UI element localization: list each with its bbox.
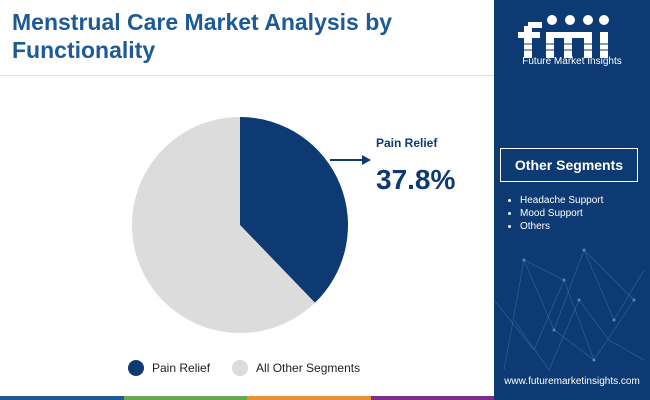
- other-segments-title: Other Segments: [500, 148, 638, 182]
- bottom-bar-segment: [247, 396, 371, 400]
- right-info-panel: Future Market Insights Other Segments He…: [494, 0, 650, 400]
- legend-label-pain-relief: Pain Relief: [152, 361, 211, 375]
- pie-slice-pain-relief: [240, 117, 348, 303]
- brand-name: Future Market Insights: [522, 56, 622, 67]
- fmi-logo-icon: [518, 15, 612, 58]
- website-url: www.futuremarketinsights.com: [504, 376, 640, 387]
- bottom-color-bar: [0, 396, 494, 400]
- network-pattern-icon: [494, 248, 645, 371]
- legend-label-other-segments: All Other Segments: [256, 361, 361, 375]
- chart-title: Menstrual Care Market Analysis by Functi…: [12, 9, 393, 63]
- bottom-bar-segment: [370, 396, 494, 400]
- chart-legend: Pain Relief All Other Segments: [128, 358, 382, 378]
- callout-value: 37.8%: [376, 164, 456, 195]
- bottom-bar-segment: [123, 396, 247, 400]
- list-item: Mood Support: [520, 207, 650, 220]
- callout-label: Pain Relief: [376, 136, 438, 150]
- legend-item-pain-relief: Pain Relief: [128, 360, 210, 376]
- callout-arrow-icon: [330, 155, 371, 165]
- list-item: Headache Support: [520, 194, 650, 207]
- other-segments-list: Headache Support Mood Support Others: [502, 194, 650, 233]
- pie-slice-all-other-segments: [132, 117, 315, 333]
- list-item: Others: [520, 220, 650, 233]
- legend-item-other-segments: All Other Segments: [232, 360, 360, 376]
- title-divider: [0, 75, 494, 76]
- pie-chart: [132, 117, 348, 333]
- legend-swatch-other-segments: [232, 360, 249, 376]
- bottom-bar-segment: [0, 396, 124, 400]
- legend-swatch-pain-relief: [128, 360, 144, 376]
